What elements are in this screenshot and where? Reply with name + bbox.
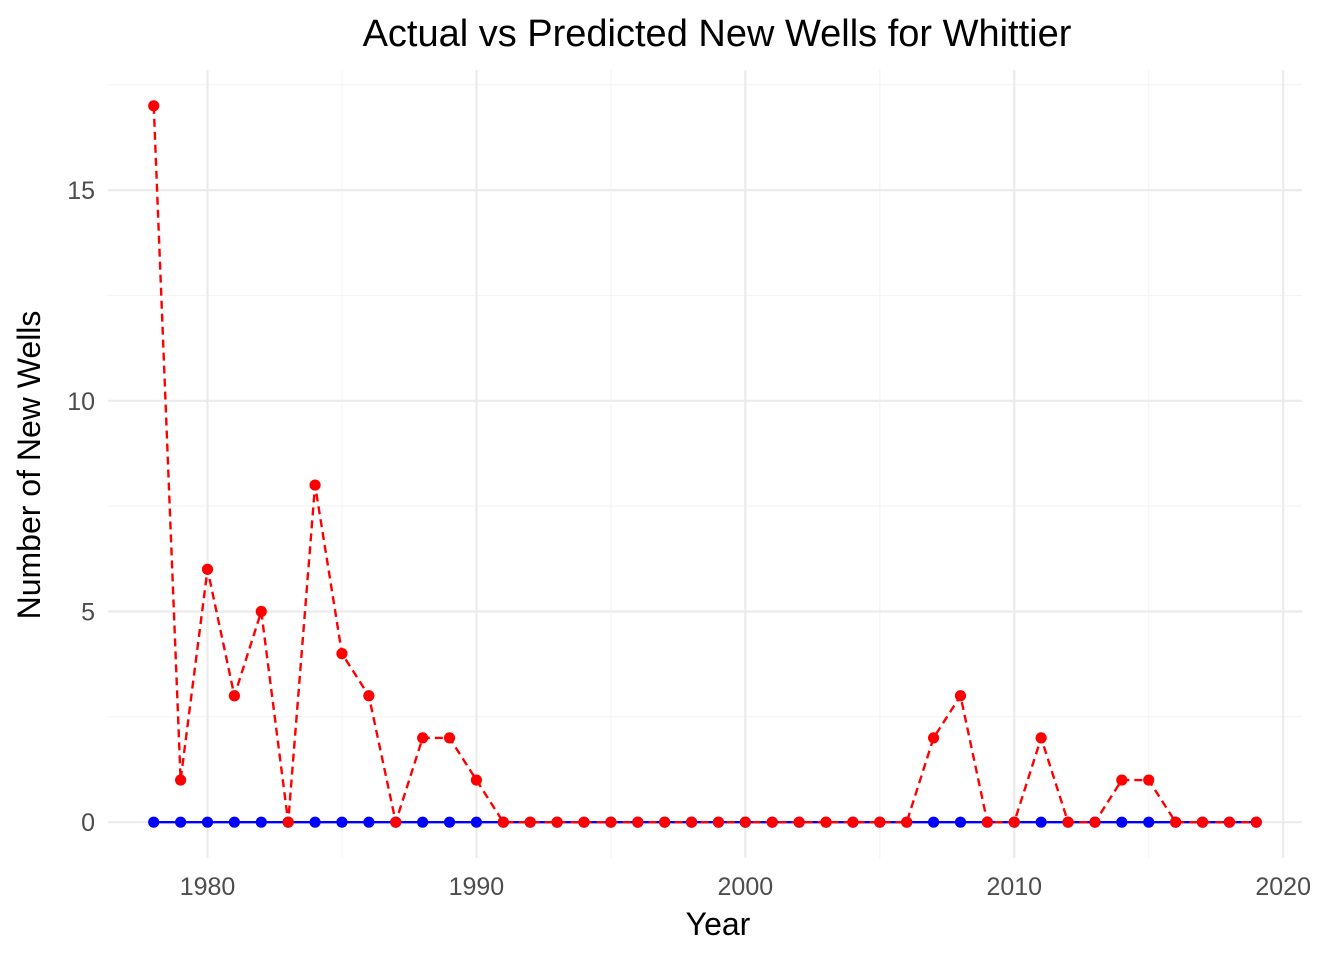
y-tick-label: 10 (67, 388, 95, 416)
series-red-point (309, 479, 321, 491)
series-red-point (1170, 816, 1182, 828)
series-blue-point (1116, 816, 1128, 828)
series-blue-point (363, 816, 375, 828)
series-red-point (1250, 816, 1262, 828)
series-red-point (255, 605, 267, 618)
series-blue-point (954, 816, 967, 828)
series-red-point (578, 816, 590, 828)
series-blue-point (443, 816, 456, 828)
series-blue-point (336, 816, 348, 828)
y-tick-label: 5 (81, 598, 95, 626)
series-blue-point (309, 816, 321, 828)
series-red-point (390, 816, 402, 828)
series-red-point (1008, 816, 1020, 828)
series-red-point (766, 816, 778, 828)
series-red-point (901, 816, 913, 828)
series-red-point (201, 563, 214, 575)
series-red-point (659, 816, 671, 828)
y-axis-title: Number of New Wells (11, 311, 47, 620)
series-red-line (152, 105, 1257, 824)
series-blue-point (228, 816, 240, 828)
series-red-point (632, 816, 644, 828)
y-tick-label: 0 (81, 809, 95, 837)
series-red-point (793, 816, 805, 828)
series-red-point (497, 816, 509, 828)
series-red-point (417, 732, 429, 744)
gridlines (108, 70, 1302, 858)
x-axis-title: Year (686, 906, 751, 942)
x-tick-label: 2020 (1255, 873, 1311, 901)
series-blue-point (255, 816, 267, 828)
series-blue-point (470, 816, 483, 828)
series-red-point (1223, 816, 1235, 828)
series-red-point (739, 816, 751, 828)
series-red-point (1196, 816, 1209, 828)
series-red-point (1089, 816, 1101, 828)
x-tick-label: 2000 (718, 873, 774, 901)
series-layer (148, 100, 1262, 828)
series-blue-point (1035, 816, 1047, 828)
series-red-point (954, 690, 967, 702)
series-red-point (981, 816, 993, 828)
series-red-point (1062, 816, 1074, 828)
series-red-point (874, 816, 886, 828)
series-red-point (148, 100, 160, 112)
series-red-point (443, 732, 456, 744)
series-red-point (228, 690, 240, 702)
series-red-point (847, 816, 859, 828)
series-red-point (175, 774, 187, 786)
x-tick-label: 1990 (449, 873, 505, 901)
series-red-point (1143, 774, 1155, 786)
tick-labels: 1980 1990 2000 2010 2020 0 5 10 15 (67, 177, 1311, 901)
series-red-point (1116, 774, 1128, 786)
chart-title: Actual vs Predicted New Wells for Whitti… (363, 13, 1072, 55)
x-tick-label: 2010 (986, 873, 1042, 901)
series-blue-point (201, 816, 214, 828)
series-red-point (551, 816, 563, 828)
y-tick-label: 15 (67, 177, 95, 205)
series-red-point (336, 648, 348, 660)
series-red-point (282, 816, 294, 828)
series-red-point (1035, 732, 1047, 744)
series-red-point (820, 816, 832, 828)
series-red-point (927, 732, 940, 744)
series-blue-point (148, 816, 160, 828)
series-blue-point (1143, 816, 1155, 828)
series-red-point (605, 816, 617, 828)
series-red-point (712, 816, 725, 828)
series-blue-point (417, 816, 429, 828)
series-red-point (363, 690, 375, 702)
series-blue-point (927, 816, 940, 828)
series-red-point (470, 774, 483, 786)
series-blue-point (175, 816, 187, 828)
series-red-point (685, 816, 698, 828)
series-red-point (524, 816, 536, 828)
x-tick-label: 1980 (180, 873, 236, 901)
